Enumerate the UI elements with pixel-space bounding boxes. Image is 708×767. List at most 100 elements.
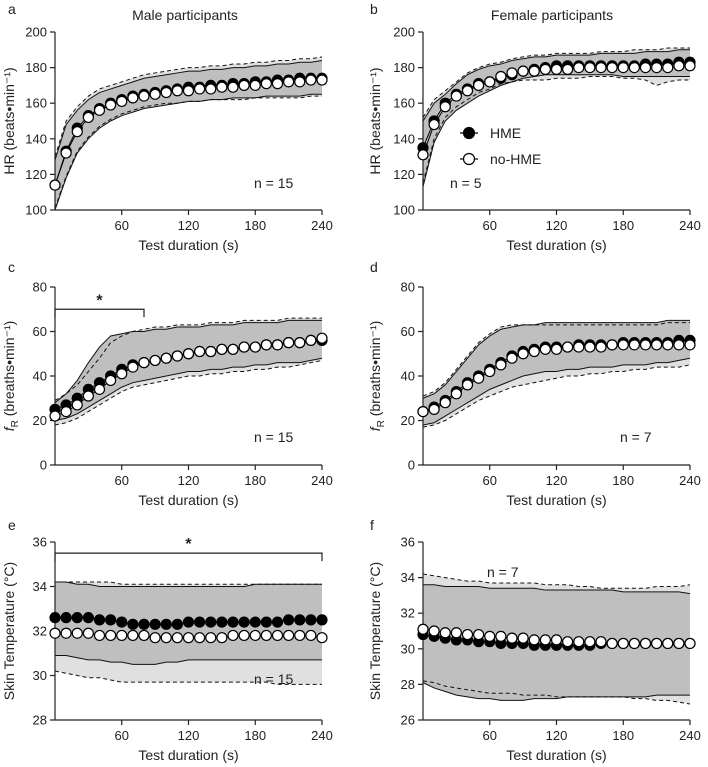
point-no-hme: [639, 637, 652, 650]
point-no-hme: [105, 99, 117, 111]
panel-f: 26 28 30 32 34 36 60 120 180 240 Test duration (s)…: [367, 517, 701, 763]
point-no-hme: [238, 341, 250, 353]
point-no-hme: [639, 61, 652, 74]
point-no-hme: [550, 63, 563, 75]
point-no-hme: [550, 343, 563, 355]
y-axis-label: Skin Temperature (°C): [367, 562, 383, 700]
point-no-hme: [573, 61, 585, 74]
point-no-hme: [171, 350, 183, 362]
y-tick-label: 28: [33, 713, 47, 728]
panel-c: 0 20 40 60 80 60 120 180 240 Test duration (s) fR …: [1, 259, 333, 508]
point-no-hme: [428, 118, 440, 131]
y-tick-label: 200: [393, 25, 415, 40]
point-no-hme: [205, 632, 217, 644]
band-upper-dashed: [422, 322, 690, 397]
column-title-female: Female participants: [491, 7, 613, 23]
point-no-hme: [82, 390, 94, 402]
point-no-hme: [606, 61, 618, 74]
y-tick-label: 28: [401, 677, 415, 692]
x-tick-label: 120: [178, 218, 200, 233]
point-no-hme: [662, 637, 674, 650]
x-axis-label: Test duration (s): [138, 237, 238, 253]
point-no-hme: [127, 629, 139, 642]
point-no-hme: [182, 85, 195, 97]
point-no-hme: [216, 632, 228, 644]
panel-letter: e: [8, 517, 16, 533]
y-tick-label: 36: [401, 535, 415, 550]
point-no-hme: [673, 339, 685, 351]
point-no-hme: [283, 629, 295, 642]
band-upper-solid: [423, 584, 691, 595]
point-no-hme: [450, 388, 462, 400]
point-no-hme: [450, 90, 462, 102]
y-tick-label: 100: [393, 203, 415, 218]
y-tick-label: 30: [33, 668, 47, 683]
point-no-hme: [116, 368, 128, 380]
point-no-hme: [238, 629, 250, 642]
point-no-hme: [461, 628, 474, 641]
band-lower-dashed: [422, 680, 691, 705]
point-no-hme: [606, 339, 618, 351]
x-tick-label: 240: [679, 218, 701, 233]
panel-d: 0 20 40 60 80 60 120 180 240 Test duration (s) fR …: [367, 259, 701, 508]
point-no-hme: [628, 61, 640, 74]
point-no-hme: [539, 63, 551, 75]
x-tick-label: 240: [311, 218, 333, 233]
x-tick-label: 180: [244, 473, 266, 488]
point-hme: [71, 612, 83, 624]
point-no-hme: [506, 352, 518, 364]
point-no-hme: [439, 101, 451, 113]
point-no-hme: [484, 630, 496, 642]
x-tick-label: 180: [612, 218, 634, 233]
point-no-hme: [617, 637, 629, 650]
point-hme: [294, 614, 306, 626]
point-no-hme: [105, 374, 117, 387]
point-no-hme: [227, 629, 239, 642]
point-no-hme: [651, 61, 663, 74]
sample-size-label: n = 5: [450, 175, 482, 191]
band-upper-solid: [55, 581, 322, 587]
point-no-hme: [673, 60, 685, 72]
point-no-hme: [417, 149, 429, 161]
legend: HME no-HME: [460, 125, 541, 167]
point-no-hme: [506, 67, 518, 79]
point-no-hme: [105, 629, 117, 642]
panel-letter: d: [370, 259, 378, 275]
point-no-hme: [260, 629, 272, 642]
point-no-hme: [517, 632, 529, 644]
panel-letter: a: [8, 1, 16, 17]
point-no-hme: [194, 632, 206, 644]
y-tick-label: 60: [401, 324, 415, 339]
point-no-hme: [573, 341, 585, 353]
point-no-hme: [417, 406, 429, 418]
point-hme: [260, 616, 272, 628]
point-no-hme: [160, 86, 172, 99]
panel-letter: f: [370, 517, 374, 533]
y-tick-label: 32: [401, 606, 415, 621]
x-tick-label: 240: [679, 473, 701, 488]
point-no-hme: [528, 634, 540, 646]
point-hme: [93, 614, 106, 626]
point-no-hme: [149, 88, 161, 100]
point-hme: [49, 612, 61, 624]
point-no-hme: [127, 92, 139, 104]
point-no-hme: [283, 337, 295, 349]
x-tick-label: 120: [178, 473, 200, 488]
point-no-hme: [584, 341, 596, 353]
x-tick-label: 240: [679, 728, 701, 743]
point-no-hme: [528, 65, 540, 77]
point-no-hme: [271, 78, 284, 90]
point-no-hme: [294, 629, 306, 642]
point-no-hme: [562, 636, 574, 648]
y-tick-label: 160: [25, 96, 47, 111]
point-hme: [238, 616, 250, 628]
point-no-hme: [684, 637, 696, 650]
point-no-hme: [271, 339, 284, 351]
point-no-hme: [606, 637, 618, 650]
sample-size-label: n = 7: [487, 564, 519, 580]
x-tick-label: 60: [115, 473, 129, 488]
y-axis-label: Skin Temperature (°C): [1, 562, 17, 700]
y-tick-label: 40: [401, 369, 415, 384]
point-no-hme: [82, 111, 94, 124]
